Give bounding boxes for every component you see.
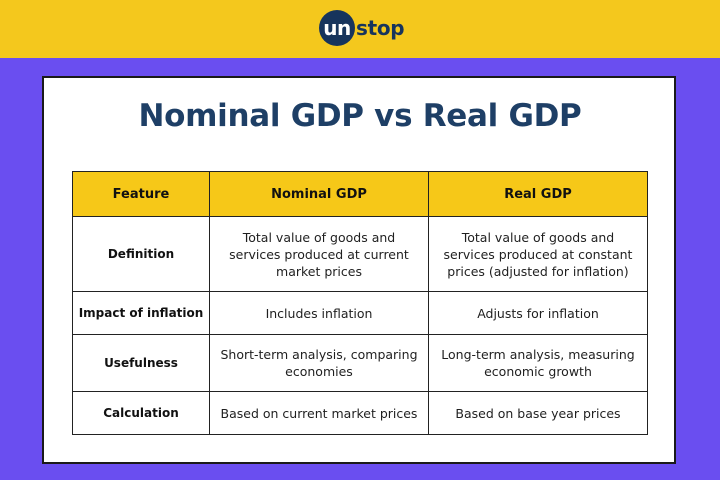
real-cell: Long-term analysis, measuring economic g… <box>428 334 648 392</box>
top-banner <box>0 0 720 58</box>
header-real-gdp: Real GDP <box>428 171 648 217</box>
page-title: Nominal GDP vs Real GDP <box>138 98 582 134</box>
header-nominal-gdp: Nominal GDP <box>209 171 429 217</box>
table-row: Calculation Based on current market pric… <box>72 391 648 435</box>
comparison-table: Feature Nominal GDP Real GDP Definition … <box>72 171 648 435</box>
logo-wordmark: stop <box>356 16 405 40</box>
unstop-logo: un stop <box>319 10 405 46</box>
real-cell: Adjusts for inflation <box>428 291 648 335</box>
real-cell: Based on base year prices <box>428 391 648 435</box>
feature-cell: Definition <box>72 216 210 292</box>
table-row: Impact of inflation Includes inflation A… <box>72 291 648 335</box>
table-row: Definition Total value of goods and serv… <box>72 216 648 292</box>
real-cell: Total value of goods and services produc… <box>428 216 648 292</box>
nominal-cell: Short-term analysis, comparing economies <box>209 334 429 392</box>
table-row: Usefulness Short-term analysis, comparin… <box>72 334 648 392</box>
nominal-cell: Total value of goods and services produc… <box>209 216 429 292</box>
nominal-cell: Based on current market prices <box>209 391 429 435</box>
logo-circle-mark: un <box>319 10 355 46</box>
feature-cell: Usefulness <box>72 334 210 392</box>
feature-cell: Calculation <box>72 391 210 435</box>
table-header-row: Feature Nominal GDP Real GDP <box>72 171 648 217</box>
header-feature: Feature <box>72 171 210 217</box>
nominal-cell: Includes inflation <box>209 291 429 335</box>
feature-cell: Impact of inflation <box>72 291 210 335</box>
